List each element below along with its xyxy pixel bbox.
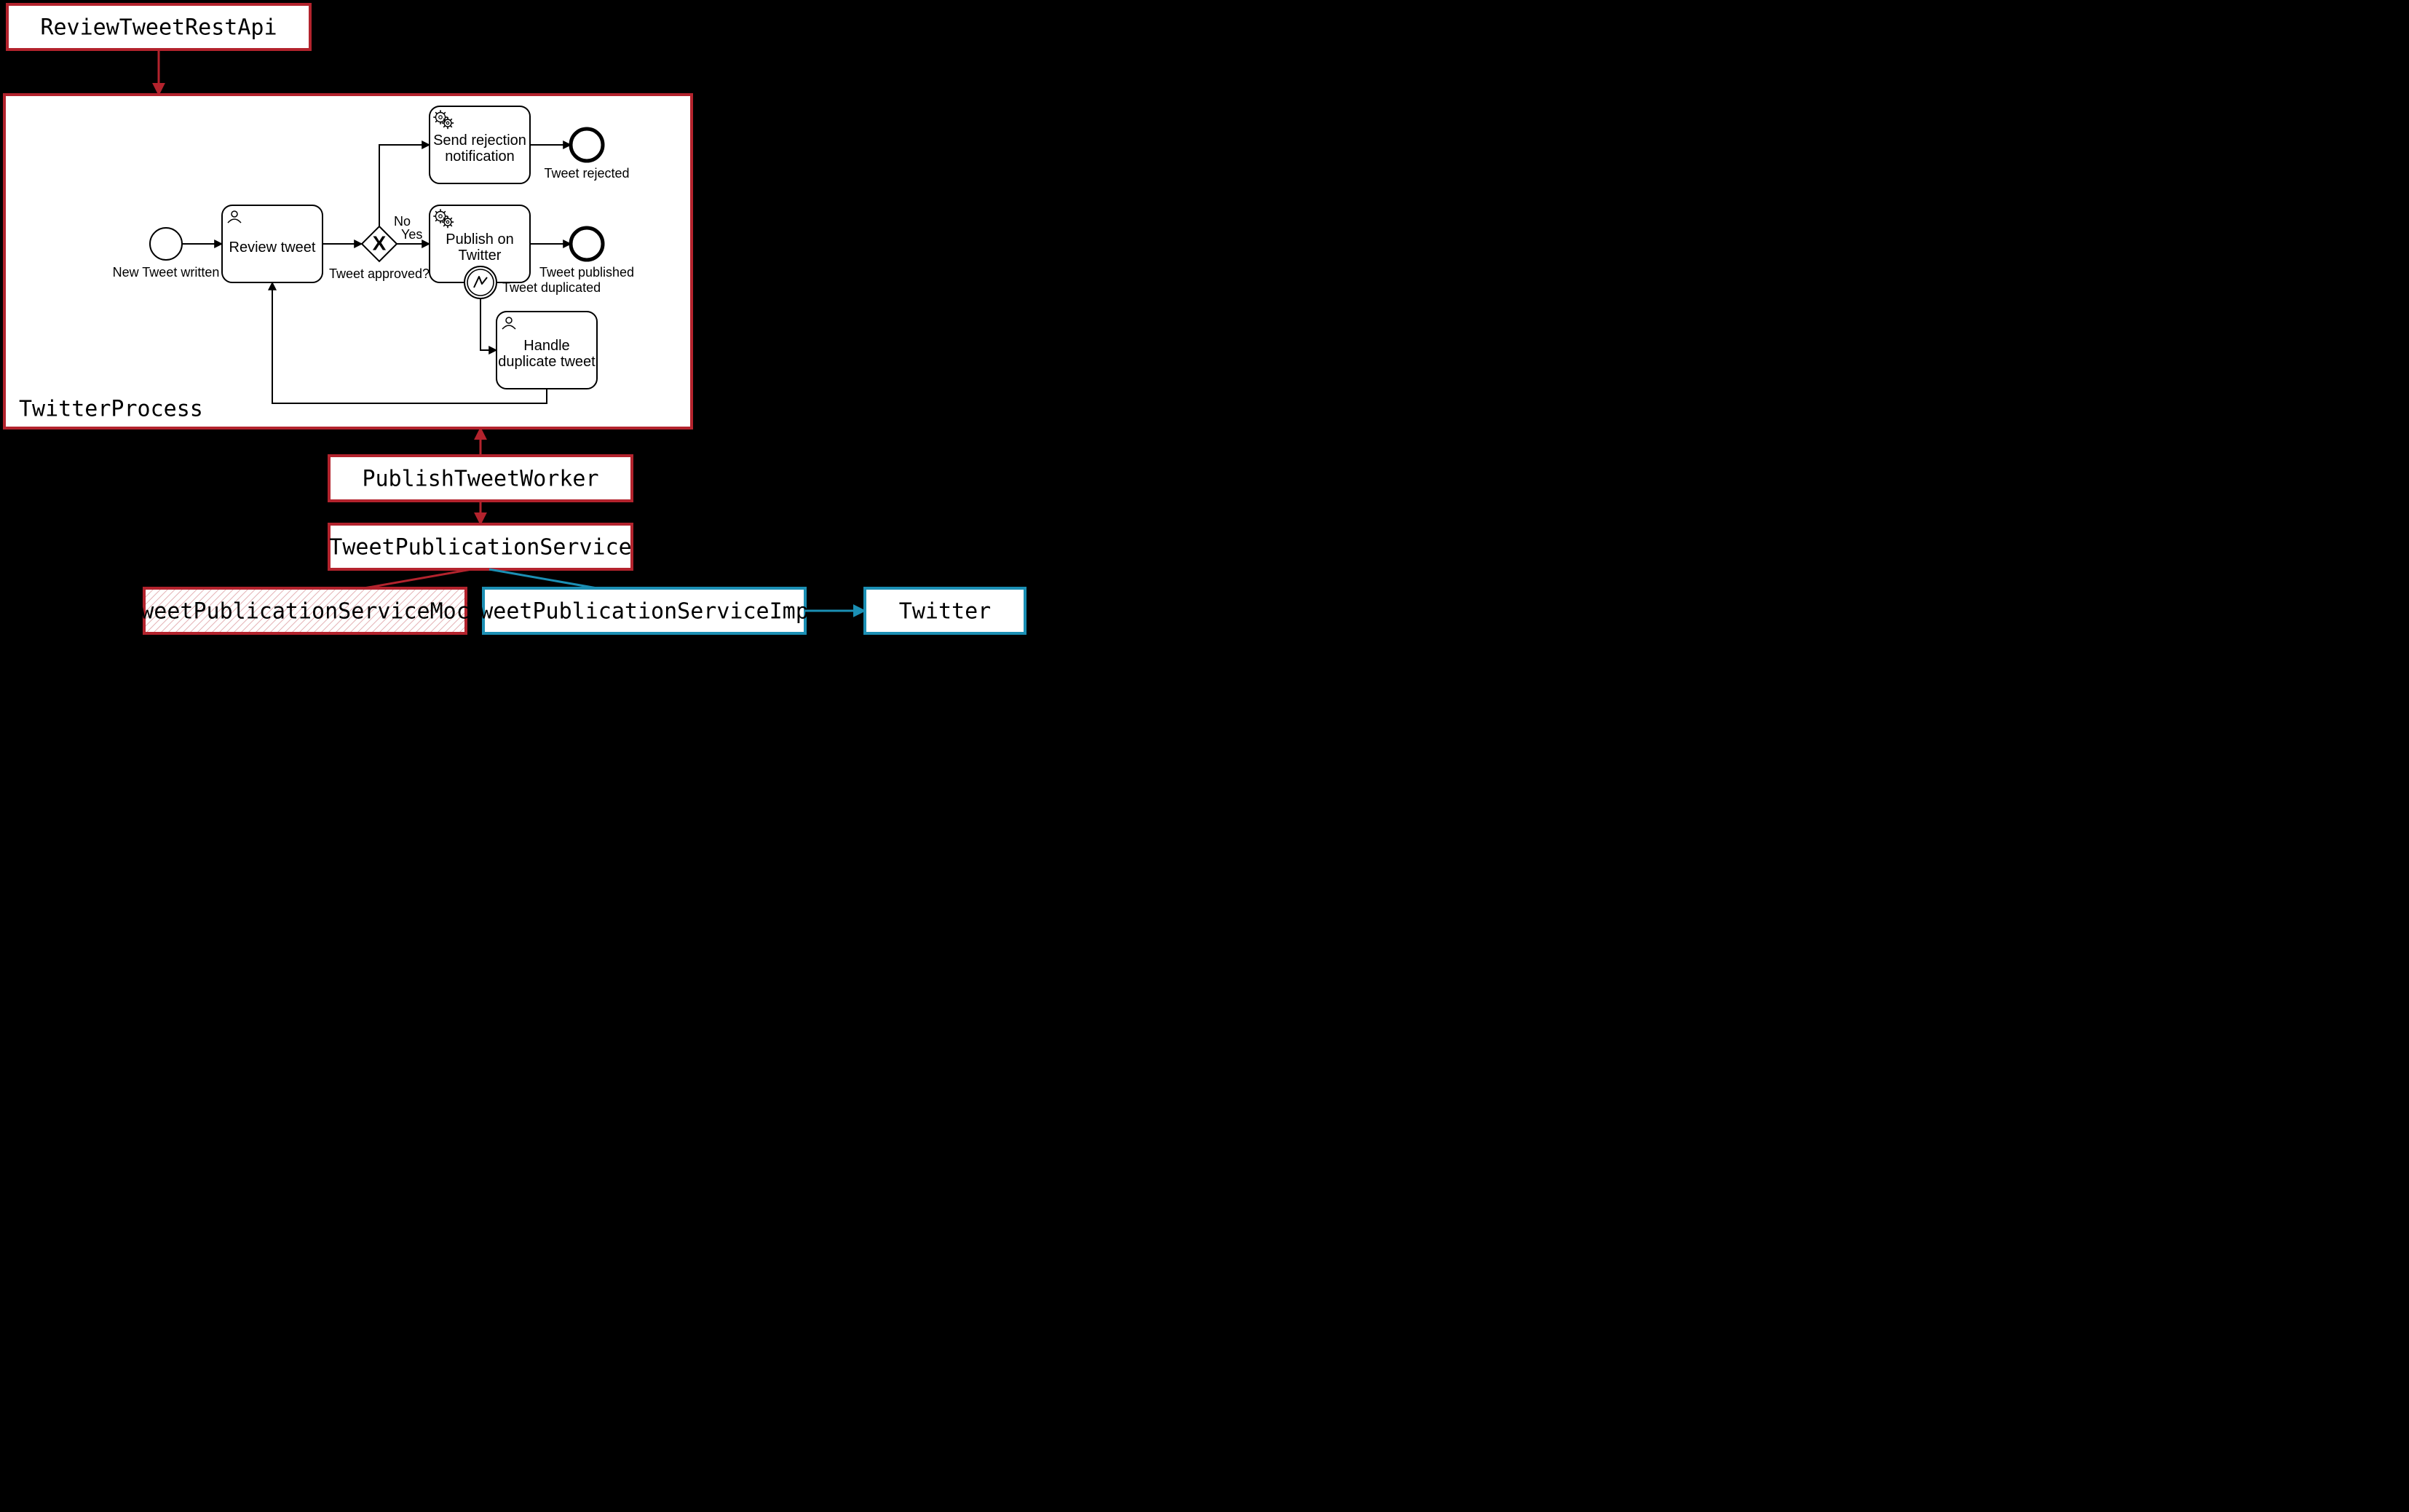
bpmn-task-review_task: Review tweet	[222, 205, 323, 282]
bpmn-end-event-label-end_published: Tweet published	[539, 265, 634, 280]
outer-box-label-twitter: Twitter	[899, 599, 991, 625]
outer-box-review_api: ReviewTweetRestApi	[7, 4, 310, 50]
bpmn-task-label-reject_task: Send rejectionnotification	[433, 132, 526, 165]
outer-box-pub_impl: TweetPublicationServiceImpl	[467, 588, 822, 633]
gateway-x-icon: X	[373, 231, 387, 254]
outer-box-label-publish_worker: PublishTweetWorker	[362, 467, 598, 492]
bpmn-gateway-no-label: No	[394, 214, 411, 229]
bpmn-gateway-label: Tweet approved?	[329, 266, 430, 281]
outer-box-pub_mock: TweetPublicationServiceMock	[127, 588, 483, 633]
outer-box-label-pub_service: TweetPublicationService	[329, 535, 631, 561]
connector-4	[489, 569, 597, 588]
outer-box-label-pub_mock: TweetPublicationServiceMock	[127, 599, 483, 625]
connector-3	[364, 569, 472, 588]
outer-box-twitter: Twitter	[865, 588, 1025, 633]
outer-box-label-review_api: ReviewTweetRestApi	[40, 15, 277, 41]
outer-box-publish_worker: PublishTweetWorker	[329, 456, 632, 501]
bpmn-boundary-error-label: Tweet duplicated	[502, 280, 601, 295]
outer-box-label-pub_impl: TweetPublicationServiceImpl	[467, 599, 822, 625]
bpmn-gateway-yes-label: Yes	[401, 227, 422, 242]
bpmn-task-handle_task: Handleduplicate tweet	[497, 312, 597, 389]
outer-box-pub_service: TweetPublicationService	[329, 524, 632, 569]
bpmn-end-event-label-end_rejected: Tweet rejected	[544, 166, 629, 181]
bpmn-task-label-review_task: Review tweet	[229, 240, 316, 256]
bpmn-task-reject_task: Send rejectionnotification	[430, 106, 530, 183]
process-box-label: TwitterProcess	[19, 397, 203, 422]
bpmn-start-event-label: New Tweet written	[113, 265, 220, 280]
